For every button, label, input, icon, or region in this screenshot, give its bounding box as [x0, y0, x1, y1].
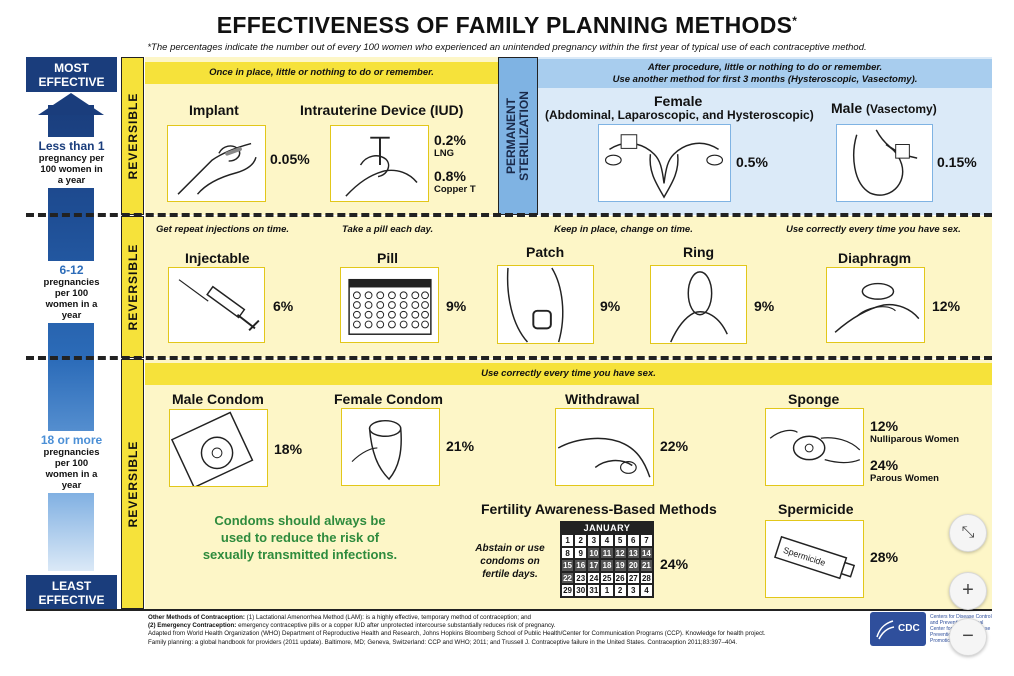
female-condom-illustration	[341, 408, 440, 486]
reversible-label: REVERSIBLE	[121, 359, 144, 609]
cdc-logo: CDC	[870, 612, 926, 646]
male-sterilization-title: Male (Vasectomy)	[831, 100, 937, 116]
row3-hint: Use correctly every time you have sex.	[145, 363, 992, 385]
tier-divider	[26, 213, 992, 217]
withdrawal-illustration	[555, 408, 654, 486]
diaphragm-hint: Use correctly every time you have sex.	[786, 224, 961, 235]
pill-title: Pill	[377, 250, 399, 266]
sponge-illustration	[765, 408, 864, 486]
tier-3-label: 18 or more pregnancies per 100 women in …	[26, 431, 117, 493]
injectable-hint: Get repeat injections on time.	[156, 224, 290, 235]
female-sterilization-pct: 0.5%	[736, 154, 768, 170]
male-condom-illustration	[169, 409, 268, 487]
female-condom-title: Female Condom	[334, 391, 443, 407]
iud-illustration	[330, 125, 429, 202]
female-condom-pct: 21%	[446, 438, 475, 454]
iud-copper-pct: 0.8%	[434, 168, 466, 184]
reversible-label: REVERSIBLE	[121, 57, 144, 215]
tier-divider	[26, 356, 992, 360]
pill-illustration	[340, 267, 439, 343]
sponge-nulliparous-pct: 12%	[870, 418, 899, 434]
sponge-nulliparous-label: Nulliparous Women	[870, 434, 960, 445]
female-sterilization-title: Female	[654, 93, 703, 109]
patch-pct: 9%	[600, 298, 621, 314]
male-condom-pct: 18%	[274, 441, 303, 457]
footer-notes: Other Methods of Contraception: (1) Lact…	[148, 614, 766, 646]
tier-1-label: Less than 1 pregnancy per 100 women in a…	[26, 137, 117, 188]
fabm-pct: 24%	[660, 556, 689, 572]
spermicide-pct: 28%	[870, 549, 899, 565]
injectable-pct: 6%	[273, 298, 294, 314]
effectiveness-scale: MOST EFFECTIVE Less than 1 pregnancy per…	[26, 57, 117, 609]
ring-pct: 9%	[754, 298, 775, 314]
page-title: EFFECTIVENESS OF FAMILY PLANNING METHODS…	[216, 12, 798, 38]
diaphragm-illustration	[826, 267, 925, 343]
most-effective-label: MOST EFFECTIVE	[26, 57, 117, 92]
bottom-rule	[26, 609, 992, 611]
fabm-note: Abstain or use condoms on fertile days.	[475, 543, 545, 580]
zoom-out-button[interactable]: −	[949, 618, 987, 656]
pill-hint: Take a pill each day.	[342, 224, 434, 235]
sponge-parous-pct: 24%	[870, 457, 899, 473]
male-sterilization-pct: 0.15%	[937, 154, 977, 170]
sponge-title: Sponge	[788, 391, 840, 407]
female-sterilization-detail: (Abdominal, Laparoscopic, and Hysterosco…	[545, 108, 814, 122]
collapse-icon[interactable]: ⤡	[949, 514, 987, 552]
female-sterilization-illustration	[598, 124, 731, 202]
tier-2-label: 6-12 pregnancies per 100 women in a year	[26, 261, 117, 323]
withdrawal-pct: 22%	[660, 438, 689, 454]
injectable-title: Injectable	[185, 250, 250, 266]
spermicide-illustration: Spermicide	[765, 520, 864, 598]
permanent-sterilization-label: PERMANENT STERILIZATION	[498, 57, 538, 215]
zoom-in-button[interactable]: +	[949, 572, 987, 610]
diaphragm-title: Diaphragm	[838, 250, 912, 266]
sterilization-hint: After procedure, little or nothing to do…	[538, 59, 992, 88]
withdrawal-title: Withdrawal	[565, 391, 640, 407]
spermicide-title: Spermicide	[778, 501, 854, 517]
ring-title: Ring	[683, 244, 715, 260]
patch-title: Patch	[526, 244, 565, 260]
row1-hint: Once in place, little or nothing to do o…	[145, 62, 498, 84]
implant-title: Implant	[189, 102, 239, 118]
calendar-month: JANUARY	[561, 522, 653, 534]
iud-title: Intrauterine Device (IUD)	[300, 102, 464, 118]
male-sterilization-illustration	[836, 124, 933, 202]
patch-ring-hint: Keep in place, change on time.	[554, 224, 693, 235]
ring-illustration	[650, 265, 747, 344]
fabm-title: Fertility Awareness-Based Methods	[481, 501, 717, 517]
up-arrow-icon	[38, 93, 104, 115]
iud-lng-label: LNG	[434, 148, 455, 159]
implant-illustration	[167, 125, 266, 202]
injectable-illustration	[168, 267, 265, 343]
diaphragm-pct: 12%	[932, 298, 961, 314]
sponge-parous-label: Parous Women	[870, 473, 939, 484]
condom-message: Condoms should always be used to reduce …	[202, 513, 398, 562]
reversible-label: REVERSIBLE	[121, 216, 144, 358]
page-subtitle: *The percentages indicate the number out…	[147, 42, 867, 53]
patch-illustration	[497, 265, 594, 344]
implant-pct: 0.05%	[270, 151, 310, 167]
iud-copper-label: Copper T	[434, 184, 476, 195]
least-effective-label: LEAST EFFECTIVE	[26, 575, 117, 609]
iud-lng-pct: 0.2%	[434, 132, 466, 148]
male-condom-title: Male Condom	[172, 391, 264, 407]
pill-pct: 9%	[446, 298, 467, 314]
